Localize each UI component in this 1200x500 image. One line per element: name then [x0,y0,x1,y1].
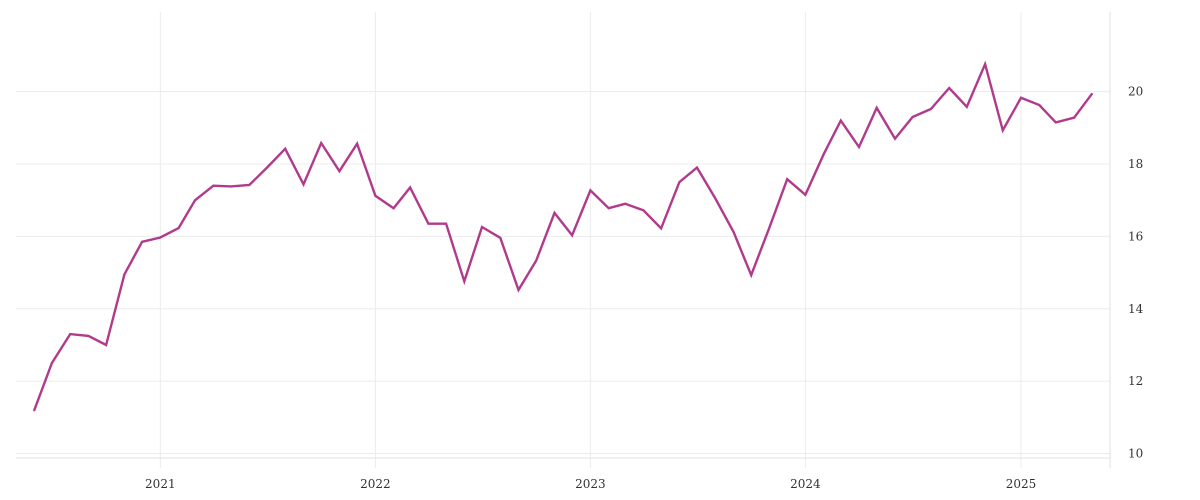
x-tick-label: 2025 [1006,477,1037,491]
x-gridlines [159,12,1022,468]
series-group [33,60,1093,412]
x-tick-label: 2022 [360,477,391,491]
y-tick-label: 20 [1128,85,1143,99]
y-tick-label: 12 [1128,374,1143,388]
x-axis-ticks: 2021 2022 2023 2024 2025 [145,477,1036,491]
y-tick-label: 16 [1128,229,1143,243]
x-tick-label: 2021 [145,477,176,491]
y-axis-ticks: 10 12 14 16 18 20 [1128,85,1144,461]
y-tick-label: 18 [1128,157,1143,171]
y-tick-label: 10 [1128,447,1143,461]
y-tick-label: 14 [1128,302,1144,316]
y-gridlines [16,91,1110,455]
x-tick-label: 2024 [790,477,821,491]
x-tick-label: 2023 [575,477,606,491]
series-line [33,60,1093,412]
